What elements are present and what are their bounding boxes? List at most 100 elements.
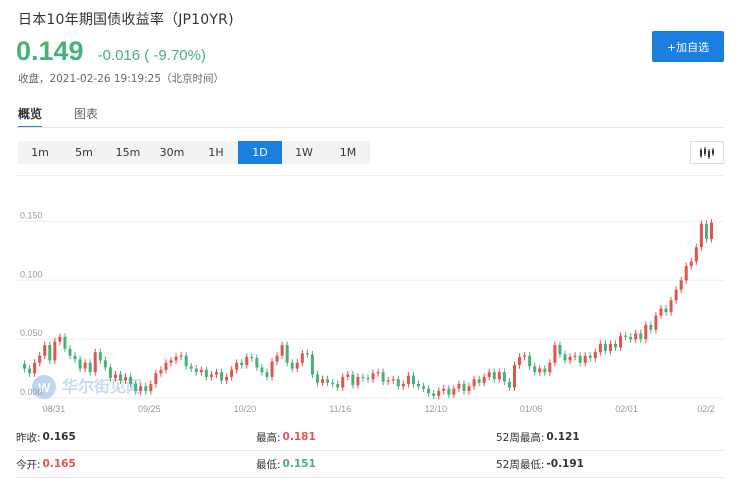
candle [432,389,436,400]
candle-body [245,356,249,366]
period-1mo[interactable]: 1M [339,146,357,159]
candle-body [659,308,663,316]
candle-body [538,368,542,373]
candle [583,352,587,367]
candlestick-icon [700,146,714,159]
candle-body [406,375,410,384]
candle [699,220,703,251]
candle [134,380,138,395]
market-status: 收盘，2021-02-26 19:19:25（北京时间） [18,73,225,85]
candle [28,365,32,377]
watermark-logo-icon [32,375,56,399]
candle-body [346,374,350,377]
candle-body [492,372,496,380]
stat-high: 最高: 0.181 [256,431,316,444]
tab-overview[interactable]: 概览 [18,105,43,128]
candle-body [699,223,703,248]
candle-body [169,360,173,363]
candle [512,361,516,392]
candle [305,349,309,359]
candle-body [644,325,648,340]
candle [543,365,547,376]
candle [502,368,506,386]
candle-body [583,355,587,363]
candle [518,353,522,369]
candle-body [315,374,319,383]
price-chart[interactable]: W 华尔街见闻 0.150 0.100 0.050 0.000 08/31 09/25 10… [16,175,724,414]
candle [230,366,234,381]
period-5m[interactable]: 5m [75,146,93,159]
candle-body [83,362,87,369]
candle-body [124,376,128,381]
candle [674,286,678,304]
candle [174,353,178,364]
candle-body [204,369,208,377]
last-price: 0.149 [16,36,84,66]
candle-body [376,372,380,374]
period-selector: 1m 5m 15m 30m 1H 1D 1W 1M [18,141,370,164]
tab-divider [16,127,724,128]
candle-body [548,362,552,373]
candle-body [108,367,112,379]
candle [108,363,112,382]
candle [290,359,294,373]
candle-body [639,333,643,340]
candle [204,366,208,381]
candle [83,359,87,373]
period-1m[interactable]: 1m [31,146,49,159]
stat-open: 今开: 0.165 [16,458,76,471]
candle [129,373,133,388]
candle-body [684,266,688,281]
candle [63,333,67,353]
candle [98,348,102,364]
candle-body [33,362,37,374]
candle-body [371,373,375,380]
candle-body [679,280,683,290]
chart-type-button[interactable] [690,141,724,164]
candle-body [512,365,516,388]
candle-body [533,366,537,373]
candle-body [422,386,426,389]
stat-52w-low: 52周最低: -0.191 [496,458,584,471]
candle [73,352,77,363]
period-15m[interactable]: 15m [115,146,141,159]
candle-body [386,380,390,382]
candle [573,352,577,361]
candle [371,369,375,383]
candle [629,333,633,343]
candle [558,341,562,359]
candle-body [58,336,62,342]
candle-body [63,336,67,349]
candle [53,338,57,364]
x-tick-label: 02/01 [615,404,638,414]
candle [437,387,441,400]
candle-body [331,382,335,384]
period-30m[interactable]: 30m [159,146,185,159]
candle [492,368,496,383]
candle [457,380,461,393]
candle-body [103,360,107,368]
x-tick-label: 08/31 [43,404,66,414]
candle-body [260,367,264,373]
candle-body [129,376,133,384]
tab-chart[interactable]: 图表 [74,107,99,121]
candle [553,341,557,367]
candle-body [654,315,658,330]
candle [270,358,274,381]
candle [472,375,476,390]
candle [694,243,698,265]
candle [376,368,380,377]
candle [669,296,673,316]
candle-body [310,354,314,375]
candle [411,372,415,388]
add-to-watchlist-button[interactable]: +加自选 [652,31,724,62]
period-1d[interactable]: 1D [238,141,282,164]
candle [679,276,683,294]
period-1w[interactable]: 1W [295,146,313,159]
candle [351,371,355,389]
candle [361,373,365,382]
candle-body [113,374,117,379]
candle-body [73,355,77,360]
period-1h[interactable]: 1H [208,146,224,159]
svg-text:W: W [38,380,51,395]
